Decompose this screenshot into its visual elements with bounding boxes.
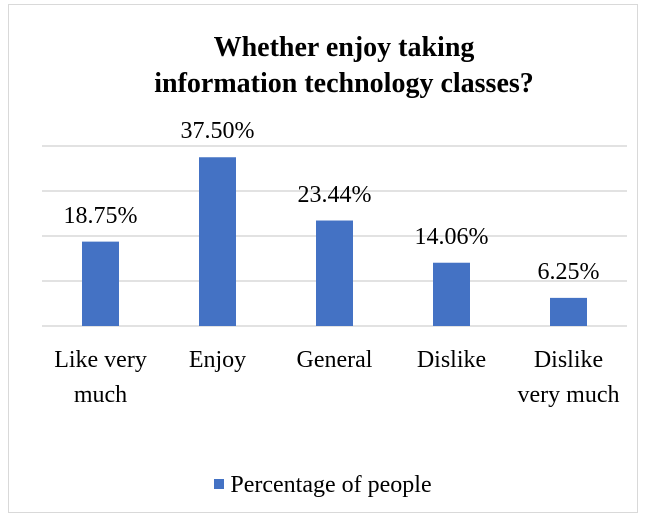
value-label: 23.44% bbox=[297, 181, 372, 208]
x-tick-label: General bbox=[296, 347, 373, 373]
bar bbox=[550, 297, 587, 326]
x-tick-label: Enjoy bbox=[188, 347, 247, 373]
value-label: 6.25% bbox=[537, 258, 600, 285]
x-tick-label: Like very much bbox=[54, 347, 147, 408]
chart-frame bbox=[8, 4, 638, 513]
x-tick-label: Dislike very much bbox=[517, 347, 620, 408]
legend-swatch bbox=[214, 479, 225, 490]
x-tick-label: Dislike bbox=[416, 347, 487, 373]
value-label: 18.75% bbox=[63, 202, 138, 229]
chart-title: Whether enjoy taking information technol… bbox=[154, 32, 534, 99]
bar bbox=[433, 262, 470, 326]
bar bbox=[82, 241, 119, 326]
legend-label: Percentage of people bbox=[230, 472, 432, 498]
legend: Percentage of people bbox=[0, 470, 646, 500]
value-label: 37.50% bbox=[180, 118, 255, 145]
bar bbox=[199, 157, 236, 326]
bar bbox=[316, 220, 353, 326]
value-label: 14.06% bbox=[414, 223, 489, 250]
